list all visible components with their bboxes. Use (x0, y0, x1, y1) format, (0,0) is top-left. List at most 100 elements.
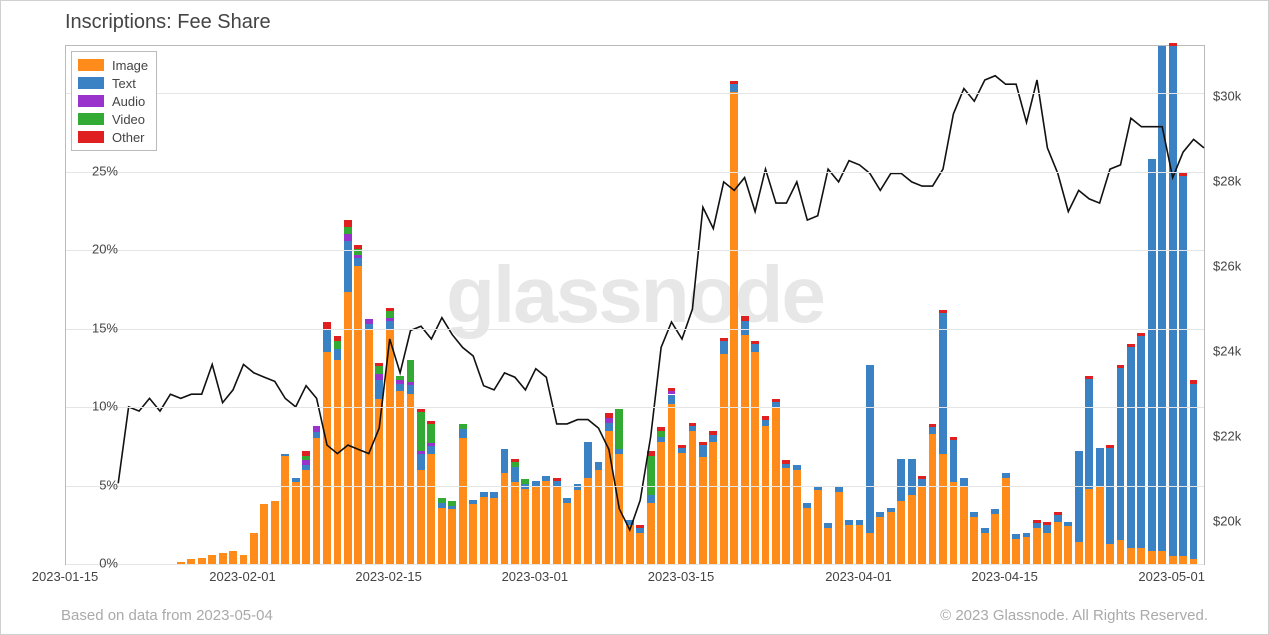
bar-seg-text (584, 442, 592, 478)
bar-seg-image (1075, 542, 1083, 564)
bar-seg-image (354, 266, 362, 564)
bar-seg-text (490, 492, 498, 498)
bar-seg-text (793, 465, 801, 470)
bar-seg-image (887, 512, 895, 564)
bar-seg-other (772, 399, 780, 402)
x-tick-label: 2023-04-01 (825, 569, 892, 584)
bar-seg-image (313, 438, 321, 564)
bar-seg-text (1169, 46, 1177, 556)
bar-seg-image (782, 468, 790, 564)
bar-seg-text (407, 385, 415, 394)
bar-seg-image (501, 473, 509, 564)
bar-seg-text (292, 478, 300, 483)
bar-seg-image (438, 508, 446, 565)
bar-seg-image (396, 391, 404, 564)
bar-seg-text (563, 498, 571, 503)
bar-seg-text (782, 464, 790, 469)
bar-seg-other (344, 220, 352, 226)
bar-seg-image (208, 555, 216, 564)
gridline (66, 486, 1204, 487)
bar-seg-text (908, 459, 916, 495)
legend-label: Text (112, 76, 136, 91)
bar-seg-image (615, 454, 623, 564)
bar-seg-image (605, 431, 613, 564)
bar-seg-text (720, 341, 728, 354)
bar-seg-audio (354, 255, 362, 258)
bar-seg-image (1033, 528, 1041, 564)
legend-row-video: Video (78, 110, 148, 128)
bar-seg-other (636, 525, 644, 528)
legend-label: Other (112, 130, 145, 145)
gridline (66, 564, 1204, 565)
bar-seg-image (448, 509, 456, 564)
bar-seg-other (511, 459, 519, 462)
bar-seg-text (542, 476, 550, 481)
legend-swatch (78, 113, 104, 125)
bar-seg-image (1169, 556, 1177, 564)
bar-seg-image (521, 489, 529, 564)
bar-seg-text (501, 449, 509, 473)
bar-seg-text (668, 395, 676, 404)
bar-seg-text (929, 427, 937, 433)
bar-seg-text (1033, 523, 1041, 528)
y-right-tick-label: $20k (1213, 513, 1241, 528)
bar-seg-text (636, 528, 644, 533)
bar-seg-text (845, 520, 853, 525)
bar-seg-text (1085, 379, 1093, 489)
bar-seg-other (417, 409, 425, 412)
bar-seg-text (1012, 534, 1020, 539)
bar-seg-other (709, 431, 717, 436)
bar-seg-image (344, 292, 352, 564)
bar-seg-image (1158, 551, 1166, 564)
bar-seg-audio (427, 443, 435, 446)
bar-seg-image (657, 442, 665, 564)
bar-seg-image (636, 533, 644, 564)
bar-seg-other (1127, 344, 1135, 347)
bar-seg-image (824, 528, 832, 564)
bar-seg-text (981, 528, 989, 533)
x-tick-label: 2023-05-01 (1138, 569, 1205, 584)
gridline (66, 93, 1204, 94)
bar-seg-image (668, 404, 676, 564)
bar-seg-text (1064, 522, 1072, 527)
bar-seg-text (448, 506, 456, 509)
gridline (66, 250, 1204, 251)
bar-seg-video (417, 412, 425, 451)
bar-seg-audio (396, 380, 404, 383)
bar-seg-image (480, 497, 488, 564)
bar-seg-text (970, 512, 978, 517)
bar-seg-image (260, 504, 268, 564)
bar-seg-text (887, 508, 895, 513)
bar-seg-image (908, 495, 916, 564)
bar-seg-image (511, 482, 519, 564)
bar-seg-text (730, 84, 738, 92)
bar-seg-other (1043, 522, 1051, 525)
bar-seg-audio (344, 234, 352, 240)
bar-seg-text (950, 440, 958, 482)
legend: Image Text Audio Video Other (71, 51, 157, 151)
bar-seg-image (375, 399, 383, 564)
legend-label: Video (112, 112, 145, 127)
legend-label: Audio (112, 94, 145, 109)
bar-seg-image (584, 478, 592, 564)
bar-seg-text (1043, 525, 1051, 533)
bar-seg-text (699, 445, 707, 458)
bar-seg-text (960, 478, 968, 486)
bar-seg-other (929, 424, 937, 427)
bar-seg-text (897, 459, 905, 501)
bar-seg-image (553, 486, 561, 564)
legend-row-image: Image (78, 56, 148, 74)
legend-swatch (78, 95, 104, 107)
bar-seg-image (240, 555, 248, 564)
bar-seg-image (302, 470, 310, 564)
bar-seg-image (950, 482, 958, 564)
bar-seg-image (281, 456, 289, 564)
x-tick-label: 2023-02-15 (355, 569, 422, 584)
bar-seg-image (960, 486, 968, 564)
bar-seg-image (595, 470, 603, 564)
legend-row-audio: Audio (78, 92, 148, 110)
bar-seg-image (1002, 478, 1010, 564)
bar-seg-image (1012, 539, 1020, 564)
bar-seg-image (427, 454, 435, 564)
bar-seg-text (354, 258, 362, 266)
